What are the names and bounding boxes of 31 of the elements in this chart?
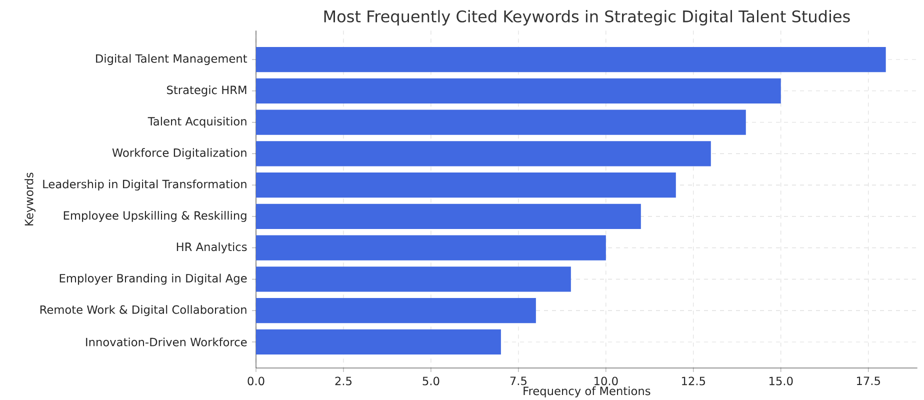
y-tick-label: Strategic HRM	[167, 85, 246, 96]
chart-title: Most Frequently Cited Keywords in Strategic Digital Talent Studies	[324, 10, 850, 26]
x-tick-label: 2.5	[335, 376, 352, 386]
y-tick-label: HR Analytics	[176, 242, 247, 254]
y-tick-label: Innovation-Driven Workforce	[86, 338, 247, 346]
y-axis-title: Keywords	[24, 172, 36, 226]
x-axis-title: Frequency of Mentions	[524, 386, 650, 398]
bar	[256, 204, 641, 229]
y-tick-label: Leadership in Digital Transformation	[43, 180, 246, 191]
y-tick-label: Workforce Digitalization	[112, 148, 246, 160]
x-tick-label: 5.0	[422, 376, 440, 386]
x-tick-label: 17.5	[856, 376, 880, 386]
bar	[256, 329, 501, 355]
x-tick-label: 10.0	[594, 376, 618, 386]
x-tick-label: 7.5	[510, 376, 526, 386]
y-tick-label: Digital Talent Management	[96, 54, 248, 66]
y-tick-label: Talent Acquisition	[148, 116, 246, 128]
y-tick-label: Employer Branding in Digital Age	[60, 274, 247, 285]
x-tick-label: 12.5	[682, 376, 706, 386]
y-tick-label: Employee Upskilling & Reskilling	[64, 210, 246, 222]
bar	[256, 266, 571, 292]
y-tick-label: Remote Work & Digital Collaboration	[40, 305, 246, 316]
bar	[256, 235, 606, 260]
bar	[256, 110, 746, 135]
bar	[256, 298, 536, 324]
bar	[256, 172, 676, 198]
bar	[256, 141, 711, 166]
bar	[256, 46, 886, 72]
x-tick-label: 0.0	[248, 376, 264, 386]
x-tick-label: 15.0	[770, 376, 793, 386]
bar	[256, 78, 781, 104]
